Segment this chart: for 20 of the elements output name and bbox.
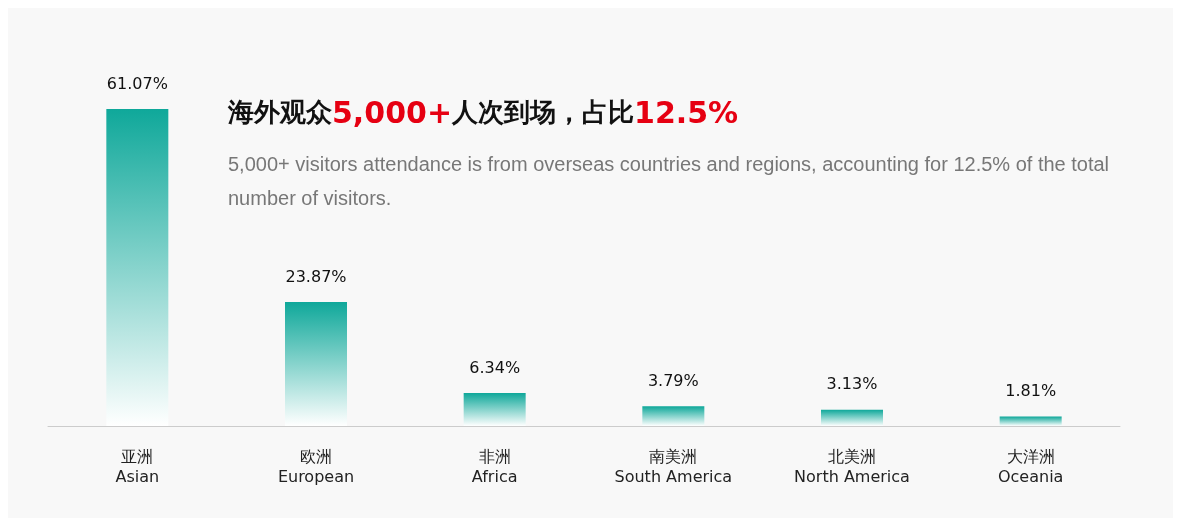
data-label: 3.13% <box>826 374 878 394</box>
x-tick-label: 非洲 Africa <box>471 446 518 486</box>
x-tick-label: 欧洲 European <box>277 446 355 486</box>
bar <box>999 416 1062 426</box>
data-label: 23.87% <box>285 266 347 286</box>
data-label: 6.34% <box>469 357 521 377</box>
x-tick-label: 亚洲 Asian <box>115 446 160 486</box>
bar <box>463 393 526 426</box>
bar <box>642 406 705 426</box>
data-label: 1.81% <box>1005 381 1057 401</box>
data-label: 3.79% <box>647 370 699 390</box>
bar <box>285 302 347 426</box>
data-label: 61.07% <box>106 73 168 93</box>
bar <box>106 109 169 426</box>
bar <box>821 409 883 426</box>
chart-title: 海外观众5,000+人次到场，占比12.5% <box>227 94 739 130</box>
x-tick-label: 北美洲 North America <box>794 446 910 486</box>
x-tick-label: 大洋洲 Oceania <box>997 446 1064 486</box>
text: 5,000+ visitors attendance is from overseas countries and regions, accounting for 12.5% of the total number of visitors. <box>228 153 1115 209</box>
x-tick-label: 南美洲 South America <box>614 446 733 486</box>
